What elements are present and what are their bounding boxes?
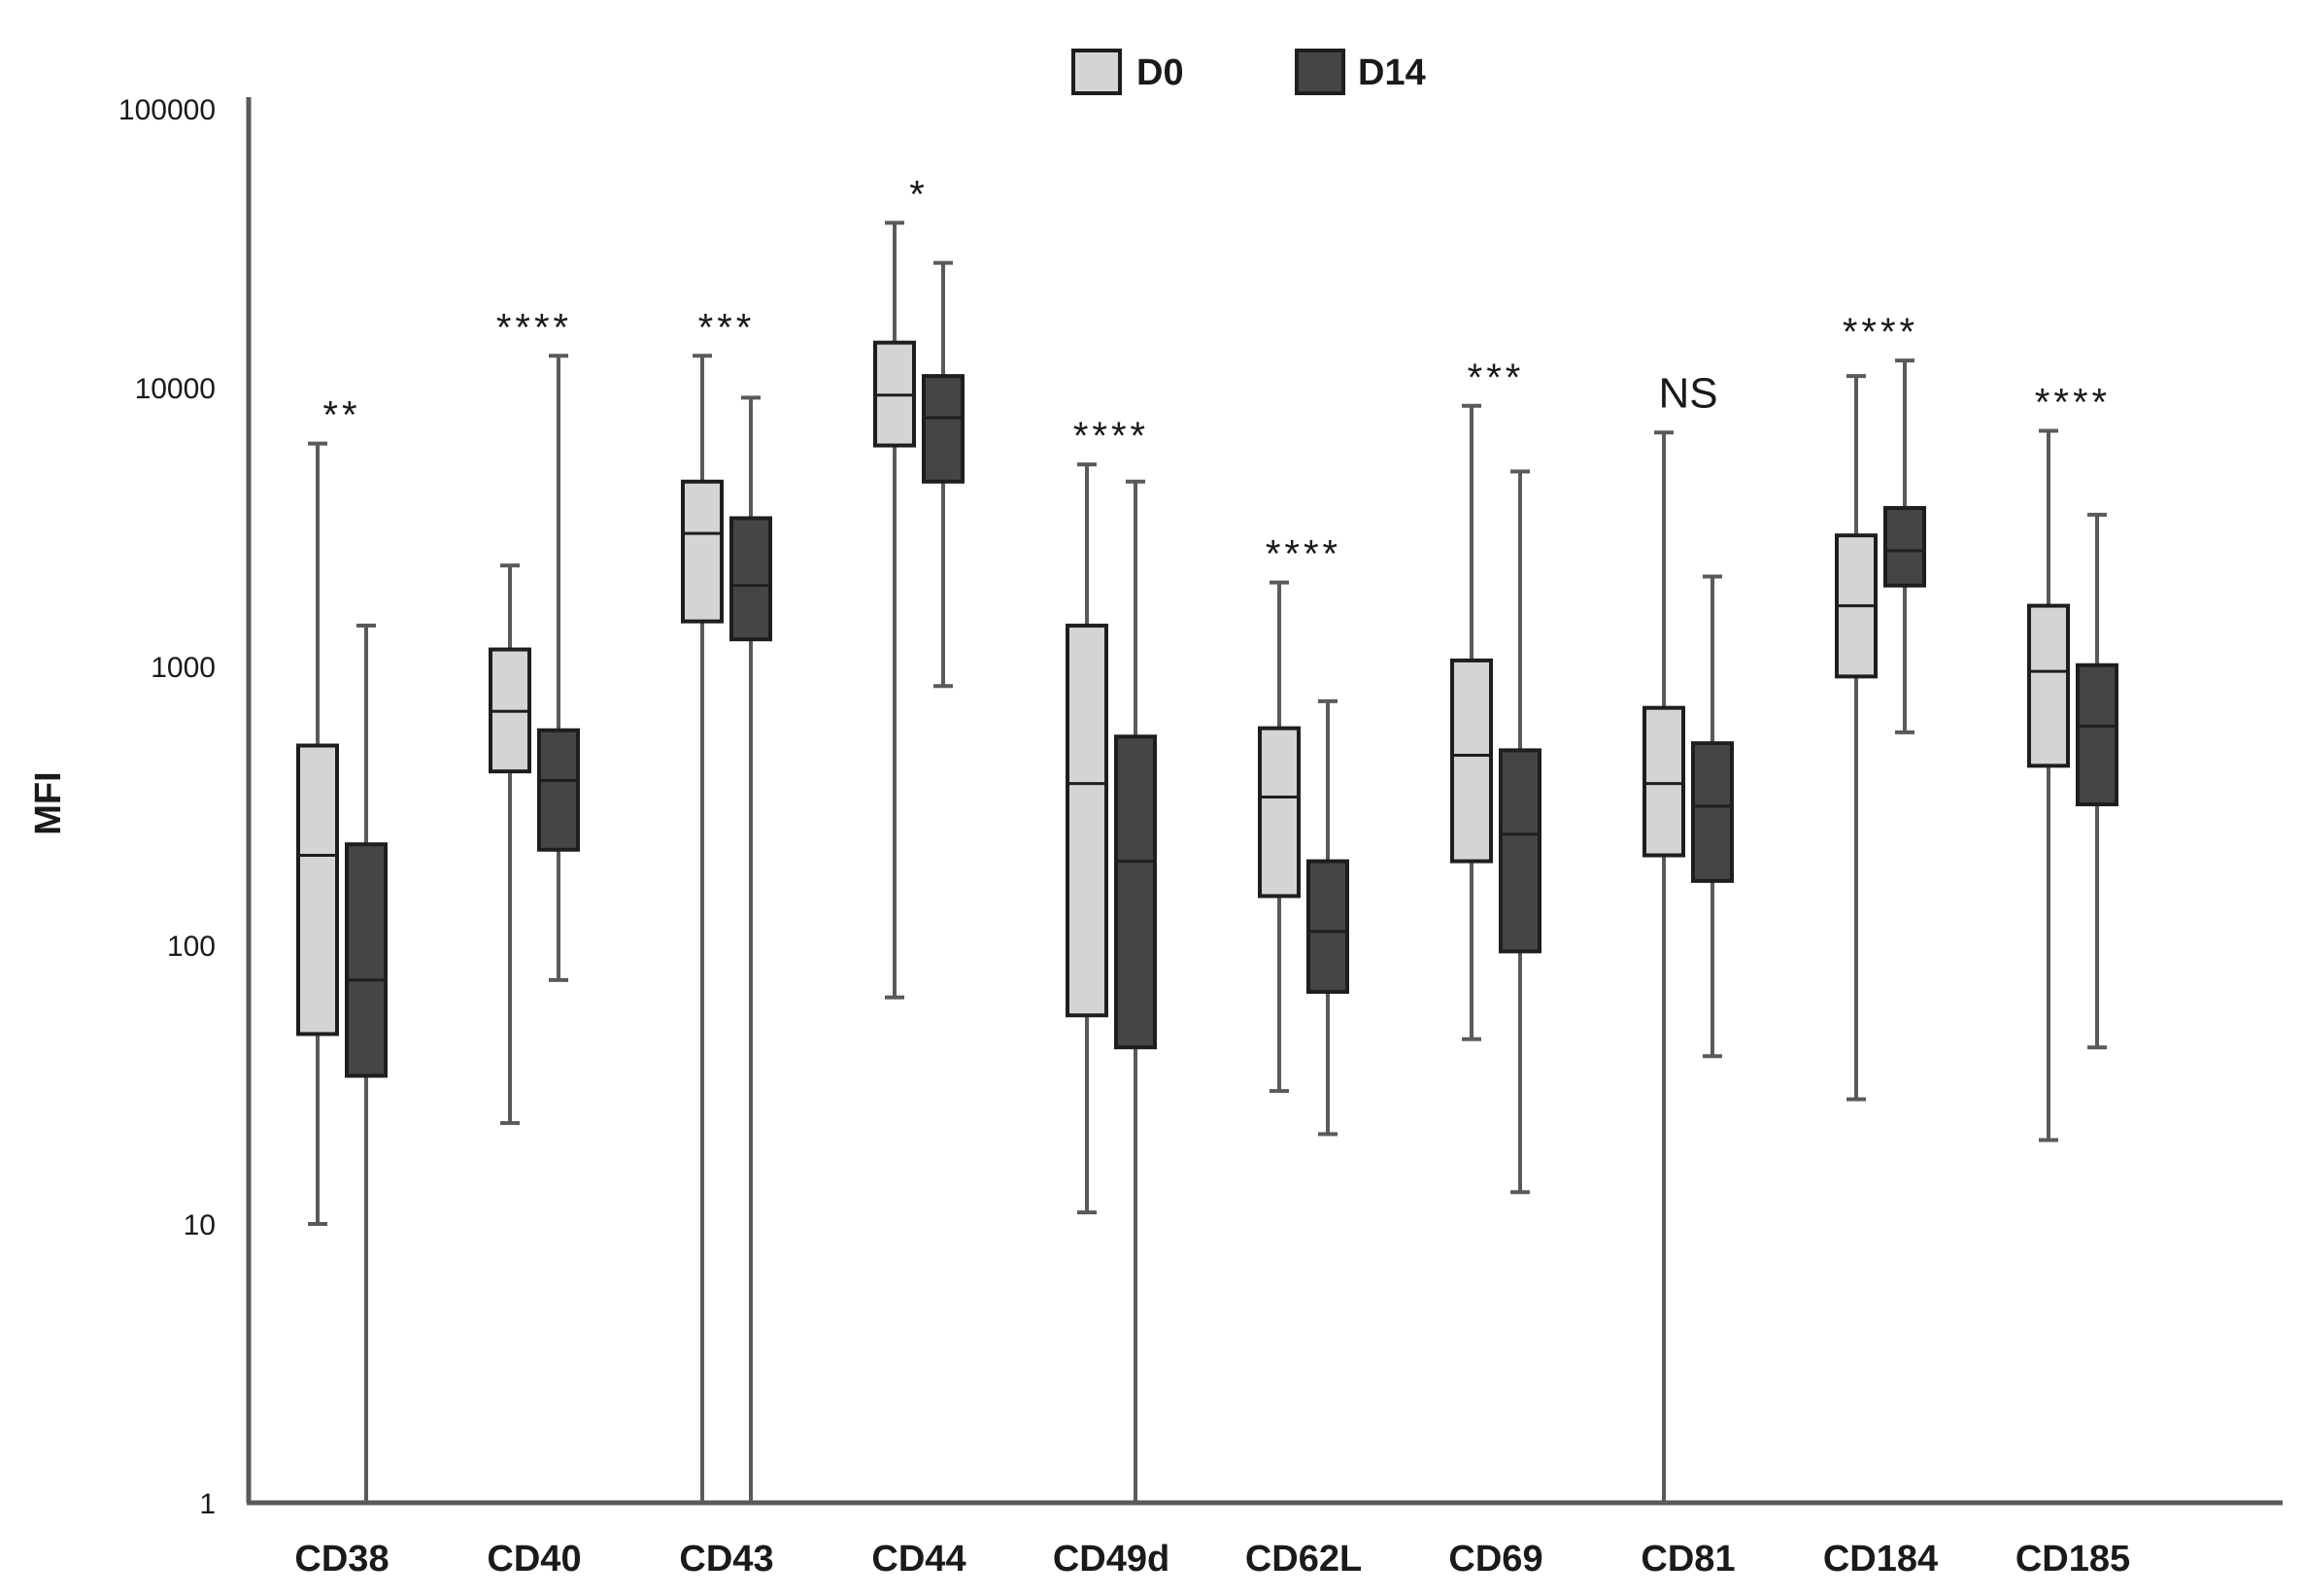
y-tick-label: 1000 <box>151 652 216 684</box>
x-tick-label-cd43: CD43 <box>679 1539 773 1579</box>
box-d0-cd81 <box>1643 705 1685 858</box>
y-tick-label: 10 <box>184 1209 216 1241</box>
category-group-cd43: *** <box>681 306 772 1503</box>
box-d14-cd38 <box>345 842 388 1078</box>
x-tick-label-cd38: CD38 <box>294 1539 389 1579</box>
category-group-cd44: * <box>873 173 965 1000</box>
y-tick-label: 100000 <box>119 94 216 126</box>
box-d14-cd62l <box>1306 859 1349 995</box>
box-d0-cd69 <box>1450 658 1493 864</box>
box-d14-cd40 <box>537 728 580 852</box>
x-axis: CD38 CD40 CD43 CD44 CD49d CD62L CD69 CD81 CD184 C… <box>247 1500 2283 1579</box>
significance-label-cd62l: **** <box>1266 533 1341 576</box>
box-d14-cd43 <box>729 516 772 642</box>
box-d0-cd38 <box>296 743 339 1036</box>
significance-label-cd184: **** <box>1843 311 1918 354</box>
box-d14-cd44 <box>922 374 965 484</box>
category-group-cd49d: **** <box>1066 415 1157 1503</box>
x-tick-label-cd185: CD185 <box>2015 1539 2130 1579</box>
category-group-cd69: *** <box>1450 357 1541 1195</box>
y-tick-label: 1 <box>199 1488 216 1520</box>
legend-label-d14: D14 <box>1358 52 1426 93</box>
significance-label-cd40: **** <box>496 306 572 349</box>
box-d0-cd62l <box>1258 726 1301 899</box>
category-group-cd38: ** <box>296 394 388 1503</box>
x-tick-label-cd40: CD40 <box>487 1539 581 1579</box>
legend: D0 D14 <box>1071 49 1426 95</box>
x-tick-label-cd49d: CD49d <box>1053 1539 1169 1579</box>
box-d0-cd185 <box>2027 603 2070 768</box>
plot-area: ****** *************** NS******** <box>296 173 2118 1503</box>
significance-label-cd38: ** <box>322 394 360 437</box>
significance-label-cd185: **** <box>2035 381 2111 424</box>
legend-swatch-d14 <box>1295 49 1345 95</box>
y-tick-label: 10000 <box>135 373 216 405</box>
box-d14-cd184 <box>1883 505 1926 588</box>
x-tick-label-cd184: CD184 <box>1823 1539 1938 1579</box>
significance-label-cd44: * <box>909 173 929 216</box>
box-d0-cd43 <box>681 479 724 624</box>
y-tick-label: 100 <box>167 931 216 963</box>
category-group-cd62l: **** <box>1258 533 1349 1137</box>
category-group-cd81: NS <box>1643 369 1734 1503</box>
box-d14-cd49d <box>1114 734 1157 1050</box>
box-d14-cd185 <box>2076 662 2118 807</box>
significance-label-cd81: NS <box>1658 369 1717 417</box>
y-axis-label: MFI <box>28 771 69 834</box>
x-tick-label-cd44: CD44 <box>871 1539 965 1579</box>
category-group-cd185: **** <box>2027 381 2118 1142</box>
x-tick-label-cd81: CD81 <box>1641 1539 1735 1579</box>
significance-label-cd69: *** <box>1468 357 1525 399</box>
significance-label-cd49d: **** <box>1073 415 1149 458</box>
box-d14-cd81 <box>1691 741 1734 883</box>
box-d14-cd69 <box>1499 748 1541 954</box>
category-group-cd40: **** <box>489 306 580 1126</box>
box-d0-cd49d <box>1066 624 1108 1018</box>
y-axis: 1 10 100 1000 10000 100000 <box>119 94 252 1520</box>
x-tick-label-cd62l: CD62L <box>1245 1539 1362 1579</box>
legend-label-d0: D0 <box>1136 52 1184 93</box>
x-tick-label-cd69: CD69 <box>1448 1539 1542 1579</box>
category-group-cd184: **** <box>1835 311 1926 1102</box>
significance-label-cd43: *** <box>698 306 756 349</box>
legend-swatch-d0 <box>1071 49 1122 95</box>
